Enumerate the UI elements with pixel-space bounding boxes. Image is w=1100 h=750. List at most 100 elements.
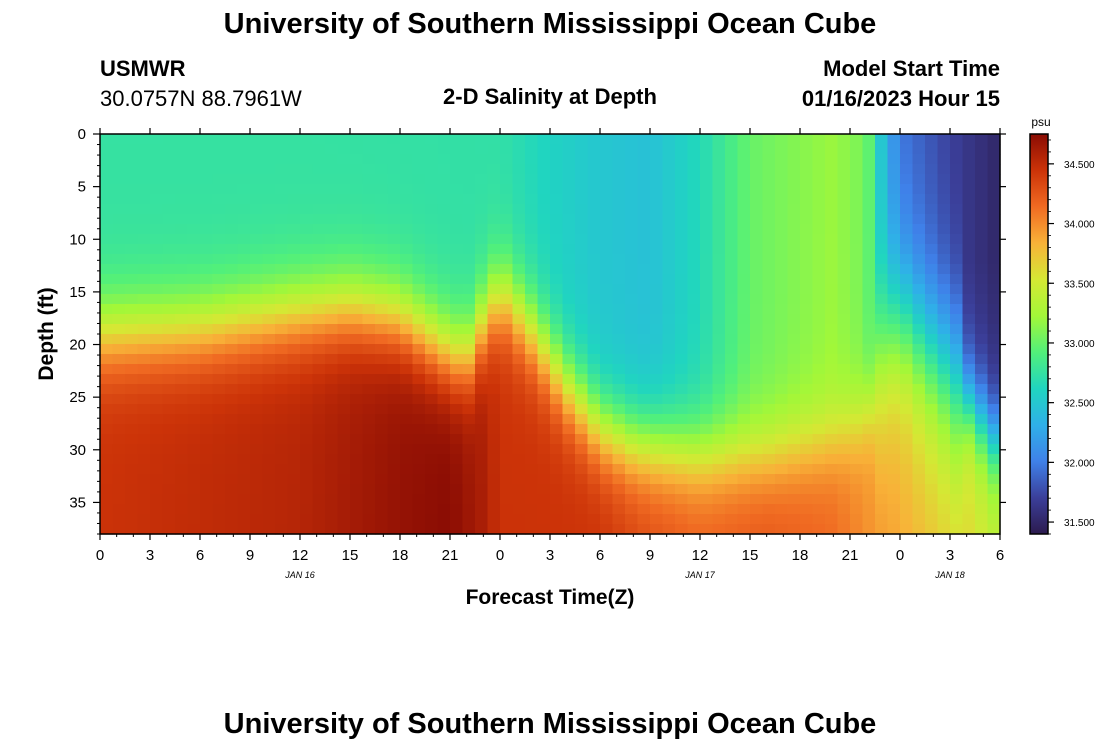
heatmap-cell	[800, 334, 814, 345]
heatmap-cell	[812, 434, 826, 445]
heatmap-cell	[912, 324, 926, 335]
heatmap-cell	[962, 374, 976, 385]
heatmap-cell	[587, 284, 601, 295]
heatmap-cell	[762, 524, 776, 535]
heatmap-cell	[662, 504, 676, 515]
heatmap-cell	[775, 194, 789, 205]
heatmap-cell	[962, 134, 976, 145]
heatmap-cell	[750, 414, 764, 425]
heatmap-cell	[100, 514, 114, 525]
heatmap-cell	[300, 484, 314, 495]
heatmap-cell	[350, 394, 364, 405]
heatmap-cell	[312, 454, 326, 465]
heatmap-cell	[100, 214, 114, 225]
heatmap-cell	[537, 364, 551, 375]
heatmap-cell	[950, 414, 964, 425]
heatmap-cell	[162, 424, 176, 435]
heatmap-cell	[825, 514, 839, 525]
heatmap-cell	[150, 414, 164, 425]
heatmap-cell	[437, 394, 451, 405]
heatmap-cell	[412, 384, 426, 395]
heatmap-cell	[387, 324, 401, 335]
heatmap-cell	[625, 224, 639, 235]
heatmap-cell	[962, 384, 976, 395]
heatmap-cell	[262, 164, 276, 175]
heatmap-cell	[112, 264, 126, 275]
heatmap-cell	[587, 204, 601, 215]
heatmap-cell	[125, 174, 139, 185]
heatmap-cell	[937, 334, 951, 345]
heatmap-cell	[412, 424, 426, 435]
heatmap-cell	[750, 334, 764, 345]
heatmap-cell	[200, 174, 214, 185]
heatmap-cell	[762, 484, 776, 495]
heatmap-cell	[912, 224, 926, 235]
heatmap-cell	[375, 394, 389, 405]
heatmap-cell	[437, 144, 451, 155]
heatmap-cell	[462, 484, 476, 495]
heatmap-cell	[400, 284, 414, 295]
heatmap-cell	[975, 224, 989, 235]
heatmap-cell	[850, 244, 864, 255]
heatmap-cell	[237, 194, 251, 205]
heatmap-cell	[962, 524, 976, 535]
heatmap-cell	[400, 384, 414, 395]
heatmap-cell	[562, 514, 576, 525]
heatmap-cell	[150, 494, 164, 505]
heatmap-cell	[662, 224, 676, 235]
heatmap-cell	[600, 174, 614, 185]
heatmap-cell	[225, 354, 239, 365]
heatmap-cell	[425, 254, 439, 265]
heatmap-cell	[575, 314, 589, 325]
heatmap-cell	[862, 404, 876, 415]
heatmap-cell	[437, 464, 451, 475]
heatmap-cell	[525, 224, 539, 235]
heatmap-cell	[525, 424, 539, 435]
heatmap-cell	[612, 374, 626, 385]
heatmap-cell	[612, 154, 626, 165]
heatmap-cell	[712, 274, 726, 285]
heatmap-cell	[662, 304, 676, 315]
heatmap-cell	[537, 184, 551, 195]
heatmap-cell	[962, 304, 976, 315]
heatmap-cell	[987, 444, 1001, 455]
salinity-heatmap	[100, 134, 1001, 535]
heatmap-cell	[562, 354, 576, 365]
heatmap-cell	[512, 154, 526, 165]
heatmap-cell	[162, 274, 176, 285]
heatmap-cell	[537, 474, 551, 485]
heatmap-cell	[712, 304, 726, 315]
heatmap-cell	[612, 184, 626, 195]
heatmap-cell	[287, 254, 301, 265]
heatmap-cell	[225, 194, 239, 205]
heatmap-cell	[987, 144, 1001, 155]
heatmap-cell	[787, 134, 801, 145]
heatmap-cell	[187, 144, 201, 155]
heatmap-cell	[162, 144, 176, 155]
heatmap-cell	[650, 524, 664, 535]
heatmap-cell	[475, 334, 489, 345]
heatmap-cell	[187, 164, 201, 175]
heatmap-cell	[175, 174, 189, 185]
heatmap-cell	[775, 144, 789, 155]
heatmap-cell	[562, 504, 576, 515]
heatmap-cell	[850, 464, 864, 475]
heatmap-cell	[737, 424, 751, 435]
heatmap-cell	[662, 394, 676, 405]
heatmap-cell	[325, 154, 339, 165]
heatmap-cell	[900, 294, 914, 305]
heatmap-cell	[750, 204, 764, 215]
heatmap-cell	[225, 164, 239, 175]
heatmap-cell	[237, 444, 251, 455]
heatmap-cell	[200, 254, 214, 265]
heatmap-cell	[700, 454, 714, 465]
heatmap-cell	[925, 194, 939, 205]
heatmap-cell	[375, 154, 389, 165]
heatmap-cell	[350, 314, 364, 325]
heatmap-cell	[300, 514, 314, 525]
heatmap-cell	[162, 414, 176, 425]
heatmap-cell	[975, 194, 989, 205]
heatmap-cell	[162, 184, 176, 195]
heatmap-cell	[412, 394, 426, 405]
heatmap-cell	[662, 374, 676, 385]
